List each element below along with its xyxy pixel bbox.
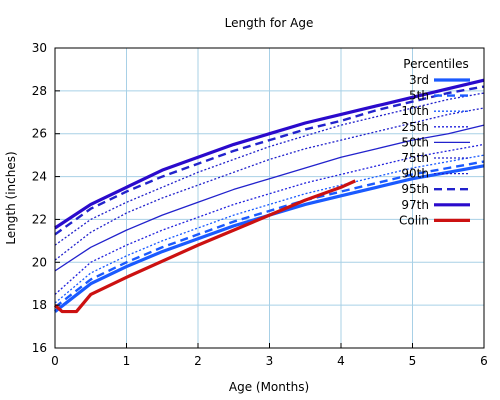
y-tick-label: 22 — [32, 212, 47, 226]
y-tick-label: 26 — [32, 127, 47, 141]
legend-label: 95th — [401, 182, 429, 196]
series-line-75th — [54, 107, 485, 261]
series-lines — [53, 78, 485, 314]
legend-label: 75th — [401, 151, 429, 165]
x-tick-label: 6 — [480, 354, 488, 368]
series-line-5th — [54, 160, 485, 309]
series-line-colin — [53, 179, 356, 314]
y-tick-label: 28 — [32, 84, 47, 98]
series-line-90th — [54, 92, 485, 246]
legend-label: 25th — [401, 120, 429, 134]
series-line-97th — [54, 78, 485, 230]
y-axis-ticks: 16 18 20 22 24 26 28 30 — [32, 41, 60, 355]
series-line-50th — [54, 124, 485, 272]
x-tick-label: 0 — [51, 354, 59, 368]
chart-title: Length for Age — [225, 16, 314, 30]
series-line-95th — [54, 85, 485, 236]
legend-label: 50th — [401, 135, 429, 149]
y-axis-label: Length (inches) — [4, 151, 18, 244]
legend-label: 3rd — [409, 73, 429, 87]
legend-label: 90th — [401, 167, 429, 181]
y-tick-label: 24 — [32, 170, 47, 184]
legend-label: Colin — [399, 213, 429, 227]
legend-label: 97th — [401, 198, 429, 212]
x-tick-label: 2 — [194, 354, 202, 368]
x-tick-label: 5 — [409, 354, 417, 368]
y-tick-label: 30 — [32, 41, 47, 55]
x-tick-label: 3 — [266, 354, 274, 368]
y-tick-label: 20 — [32, 255, 47, 269]
x-tick-label: 1 — [123, 354, 131, 368]
legend-label: 5th — [409, 89, 429, 103]
y-tick-label: 18 — [32, 298, 47, 312]
legend-label: 10th — [401, 104, 429, 118]
legend-title: Percentiles — [403, 57, 468, 71]
x-axis-ticks: 0 1 2 3 4 5 6 — [51, 343, 488, 368]
x-axis-label: Age (Months) — [229, 380, 309, 394]
y-tick-label: 16 — [32, 341, 47, 355]
x-tick-label: 4 — [337, 354, 345, 368]
